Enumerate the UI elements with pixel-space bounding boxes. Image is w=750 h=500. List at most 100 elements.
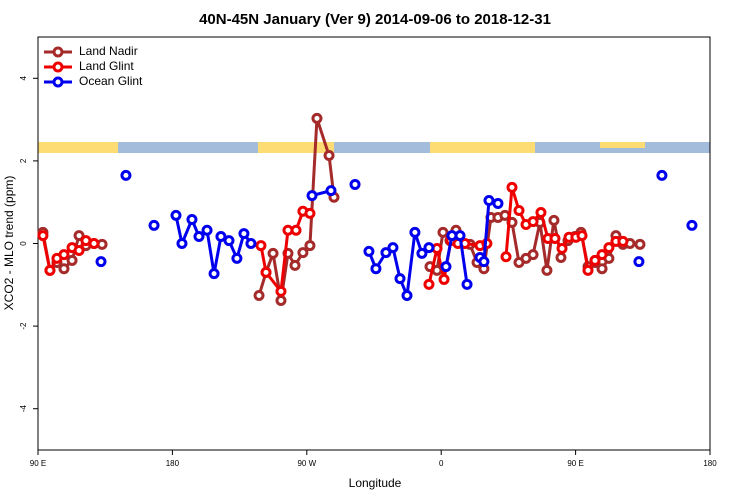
- data-point: [363, 245, 375, 257]
- data-point: [499, 209, 511, 221]
- data-point: [58, 263, 70, 275]
- data-point: [73, 230, 85, 242]
- data-point: [423, 242, 435, 254]
- data-point: [186, 214, 198, 226]
- legend-label: Land Nadir: [79, 44, 138, 58]
- data-point: [37, 230, 49, 242]
- data-point: [223, 235, 235, 247]
- data-point: [603, 242, 615, 254]
- data-point: [492, 197, 504, 209]
- data-point: [44, 264, 56, 276]
- data-point: [95, 256, 107, 268]
- data-point: [461, 278, 473, 290]
- legend-label: Ocean Glint: [79, 74, 143, 88]
- y-tick-label: 2: [19, 158, 28, 163]
- data-point: [88, 238, 100, 249]
- data-point: [120, 169, 132, 181]
- data-point: [506, 181, 518, 193]
- data-point: [306, 190, 318, 202]
- data-point: [527, 249, 539, 261]
- data-point: [541, 264, 553, 276]
- y-axis-label: XCO2 - MLO trend (ppm): [2, 176, 16, 311]
- data-point: [582, 264, 594, 276]
- x-tick-label: 0: [439, 459, 444, 468]
- data-point: [66, 254, 78, 266]
- data-point: [589, 254, 601, 266]
- x-tick-label: 180: [166, 459, 180, 468]
- data-point: [478, 256, 490, 268]
- data-point: [686, 219, 698, 231]
- data-point: [596, 249, 608, 261]
- data-point: [555, 252, 567, 264]
- data-point: [549, 233, 561, 245]
- data-point: [170, 209, 182, 221]
- legend-marker: [52, 46, 64, 58]
- data-point: [401, 290, 413, 302]
- land-mask-strip: [38, 142, 710, 153]
- x-tick-label: 90 E: [567, 459, 583, 468]
- x-tick-label: 180: [703, 459, 717, 468]
- data-point: [440, 261, 452, 273]
- data-point: [304, 240, 316, 252]
- data-point: [323, 150, 335, 162]
- data-point: [253, 290, 265, 302]
- data-point: [409, 226, 421, 238]
- data-point: [245, 238, 257, 249]
- data-point: [201, 224, 213, 236]
- data-point: [387, 242, 399, 254]
- legend-marker: [52, 76, 64, 88]
- data-point: [634, 238, 646, 250]
- data-point: [311, 112, 323, 124]
- data-point: [380, 247, 392, 259]
- chart-title: 40N-45N January (Ver 9) 2014-09-06 to 20…: [199, 11, 551, 28]
- data-point: [290, 224, 302, 236]
- data-point: [238, 228, 250, 240]
- data-point: [394, 273, 406, 285]
- data-point: [438, 273, 450, 285]
- data-point: [275, 294, 287, 306]
- data-point: [255, 240, 267, 252]
- data-point: [596, 263, 608, 275]
- data-point: [548, 214, 560, 226]
- legend-label: Land Glint: [79, 59, 134, 73]
- y-tick-label: 4: [19, 76, 28, 81]
- data-point: [617, 235, 629, 247]
- data-point: [215, 230, 227, 242]
- data-point: [73, 245, 85, 257]
- data-point: [289, 259, 301, 271]
- data-point: [267, 247, 279, 259]
- data-point: [148, 219, 160, 231]
- data-point: [454, 230, 466, 242]
- data-point: [370, 263, 382, 275]
- data-point: [193, 230, 205, 242]
- data-point: [297, 247, 309, 259]
- y-tick-label: -4: [19, 405, 28, 413]
- data-point: [231, 252, 243, 264]
- data-point: [304, 207, 316, 219]
- data-point: [483, 195, 495, 207]
- x-tick-label: 90 E: [30, 459, 46, 468]
- data-point: [437, 226, 449, 238]
- data-point: [527, 216, 539, 228]
- data-point: [576, 230, 588, 242]
- data-point: [208, 268, 220, 280]
- data-point: [513, 204, 525, 216]
- data-point: [500, 251, 512, 263]
- data-point: [535, 207, 547, 219]
- data-point: [58, 249, 70, 261]
- data-point: [260, 266, 272, 278]
- data-point: [633, 256, 645, 268]
- data-point: [416, 247, 428, 259]
- data-point: [349, 178, 361, 190]
- data-point: [176, 238, 188, 249]
- data-point: [275, 285, 287, 297]
- x-axis-label: Longitude: [349, 476, 402, 490]
- x-tick-label: 90 W: [297, 459, 316, 468]
- y-tick-label: -2: [19, 322, 28, 330]
- data-point: [423, 278, 435, 290]
- y-tick-label: 0: [19, 241, 28, 246]
- data-point: [325, 185, 337, 197]
- data-point: [556, 242, 568, 254]
- data-point: [656, 169, 668, 181]
